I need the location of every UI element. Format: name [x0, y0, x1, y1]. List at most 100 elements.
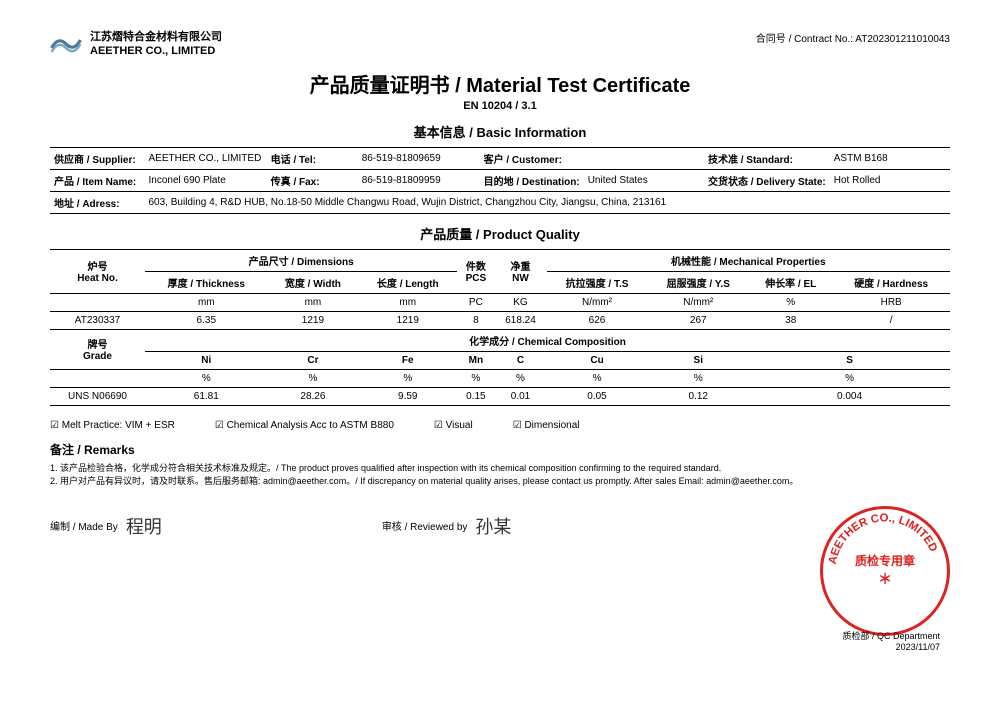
check-dimensional: ☑ Dimensional: [513, 420, 580, 431]
address-label: 地址 / Adress:: [50, 191, 145, 213]
basic-info-title: 基本信息 / Basic Information: [50, 122, 950, 141]
el-value: 38: [749, 311, 832, 329]
remark-1: 1. 该产品检验合格，化学成分符合相关技术标准及规定。/ The product…: [50, 462, 950, 476]
unit-pc: PC: [457, 293, 494, 311]
elem-fe: Fe: [358, 351, 457, 369]
svg-text:AEETHER CO., LIMITED: AEETHER CO., LIMITED: [827, 512, 939, 565]
elem-cr: Cr: [268, 351, 359, 369]
check-chemical: ☑ Chemical Analysis Acc to ASTM B880: [215, 420, 394, 431]
mn-value: 0.15: [457, 387, 494, 405]
document-title: 产品质量证明书 / Material Test Certificate: [50, 69, 950, 98]
chem-unit: %: [268, 369, 359, 387]
elem-s: S: [749, 351, 950, 369]
unit-nmm: N/mm²: [547, 293, 648, 311]
remarks-list: 1. 该产品检验合格，化学成分符合相关技术标准及规定。/ The product…: [50, 462, 950, 489]
qc-block: 质检部 / QC Department 2023/11/07: [842, 631, 940, 654]
length-value: 1219: [358, 311, 457, 329]
company-name-cn: 江苏熠特合金材料有限公司: [90, 30, 222, 44]
unit-hrb: HRB: [832, 293, 950, 311]
mechanical-label: 机械性能 / Mechanical Properties: [547, 249, 950, 271]
delivery-value: Hot Rolled: [830, 169, 950, 191]
dimensions-label: 产品尺寸 / Dimensions: [145, 249, 457, 271]
elem-ni: Ni: [145, 351, 268, 369]
document-subtitle: EN 10204 / 3.1: [50, 100, 950, 112]
nw-label: 净重 NW: [494, 249, 546, 293]
header-row: 江苏熠特合金材料有限公司 AEETHER CO., LIMITED 合同号 / …: [50, 30, 950, 59]
grade-value: UNS N06690: [50, 387, 145, 405]
chem-unit: %: [494, 369, 546, 387]
elem-mn: Mn: [457, 351, 494, 369]
fe-value: 9.59: [358, 387, 457, 405]
heat-value: AT230337: [50, 311, 145, 329]
madeby-label: 编制 / Made By: [50, 518, 118, 533]
elem-si: Si: [647, 351, 749, 369]
remarks-title: 备注 / Remarks: [50, 441, 950, 458]
ys-label: 屈服强度 / Y.S: [647, 271, 749, 293]
ni-value: 61.81: [145, 387, 268, 405]
hardness-label: 硬度 / Hardness: [832, 271, 950, 293]
pcs-value: 8: [457, 311, 494, 329]
qc-dept: 质检部 / QC Department: [842, 631, 940, 643]
remark-2: 2. 用户对产品有异议时，请及时联系。售后服务邮箱: admin@aeether…: [50, 475, 950, 489]
customer-value: [584, 147, 704, 169]
width-value: 1219: [268, 311, 359, 329]
cr-value: 28.26: [268, 387, 359, 405]
tel-value: 86-519-81809659: [358, 147, 480, 169]
ys-value: 267: [647, 311, 749, 329]
stamp-curve-icon: AEETHER CO., LIMITED: [823, 509, 947, 633]
product-quality-table: 炉号 Heat No. 产品尺寸 / Dimensions 件数 PCS 净重 …: [50, 249, 950, 406]
chem-unit: %: [547, 369, 648, 387]
fax-label: 传真 / Fax:: [267, 169, 358, 191]
pcs-label: 件数 PCS: [457, 249, 494, 293]
elem-c: C: [494, 351, 546, 369]
ts-label: 抗拉强度 / T.S: [547, 271, 648, 293]
product-quality-title: 产品质量 / Product Quality: [50, 224, 950, 243]
length-label: 长度 / Length: [358, 271, 457, 293]
chem-unit: %: [457, 369, 494, 387]
chem-unit: %: [145, 369, 268, 387]
unit-mm: mm: [145, 293, 268, 311]
checks-row: ☑ Melt Practice: VIM + ESR ☑ Chemical An…: [50, 420, 950, 431]
el-label: 伸长率 / EL: [749, 271, 832, 293]
company-stamp: AEETHER CO., LIMITED 质检专用章 ＊: [820, 506, 950, 636]
signature-row: 编制 / Made By 程明 审核 / Reviewed by 孙某: [50, 513, 950, 539]
basic-info-table: 供应商 / Supplier: AEETHER CO., LIMITED 电话 …: [50, 147, 950, 214]
ts-value: 626: [547, 311, 648, 329]
address-value: 603, Building 4, R&D HUB, No.18-50 Middl…: [145, 191, 951, 213]
c-value: 0.01: [494, 387, 546, 405]
hardness-value: /: [832, 311, 950, 329]
item-label: 产品 / Item Name:: [50, 169, 145, 191]
reviewed-label: 审核 / Reviewed by: [382, 518, 468, 533]
delivery-label: 交货状态 / Delivery State:: [704, 169, 830, 191]
heat-no-label: 炉号 Heat No.: [50, 249, 145, 293]
standard-value: ASTM B168: [830, 147, 950, 169]
chem-unit: %: [358, 369, 457, 387]
cu-value: 0.05: [547, 387, 648, 405]
dest-label: 目的地 / Destination:: [480, 169, 584, 191]
company-name-en: AEETHER CO., LIMITED: [90, 44, 222, 58]
supplier-label: 供应商 / Supplier:: [50, 147, 145, 169]
item-value: Inconel 690 Plate: [145, 169, 267, 191]
chem-unit: %: [647, 369, 749, 387]
tel-label: 电话 / Tel:: [267, 147, 358, 169]
s-value: 0.004: [749, 387, 950, 405]
standard-label: 技术准 / Standard:: [704, 147, 830, 169]
reviewed-signature: 孙某: [475, 513, 511, 539]
width-label: 宽度 / Width: [268, 271, 359, 293]
supplier-value: AEETHER CO., LIMITED: [145, 147, 267, 169]
nw-value: 618.24: [494, 311, 546, 329]
dest-value: United States: [584, 169, 704, 191]
unit-kg: KG: [494, 293, 546, 311]
qc-date: 2023/11/07: [842, 642, 940, 654]
unit-pct: %: [749, 293, 832, 311]
check-melt: ☑ Melt Practice: VIM + ESR: [50, 420, 175, 431]
logo-block: 江苏熠特合金材料有限公司 AEETHER CO., LIMITED: [50, 30, 222, 59]
unit-mm: mm: [358, 293, 457, 311]
company-logo-icon: [50, 31, 82, 57]
contract-number: 合同号 / Contract No.: AT202301211010043: [756, 30, 950, 45]
fax-value: 86-519-81809959: [358, 169, 480, 191]
check-visual: ☑ Visual: [434, 420, 473, 431]
elem-cu: Cu: [547, 351, 648, 369]
si-value: 0.12: [647, 387, 749, 405]
unit-mm: mm: [268, 293, 359, 311]
